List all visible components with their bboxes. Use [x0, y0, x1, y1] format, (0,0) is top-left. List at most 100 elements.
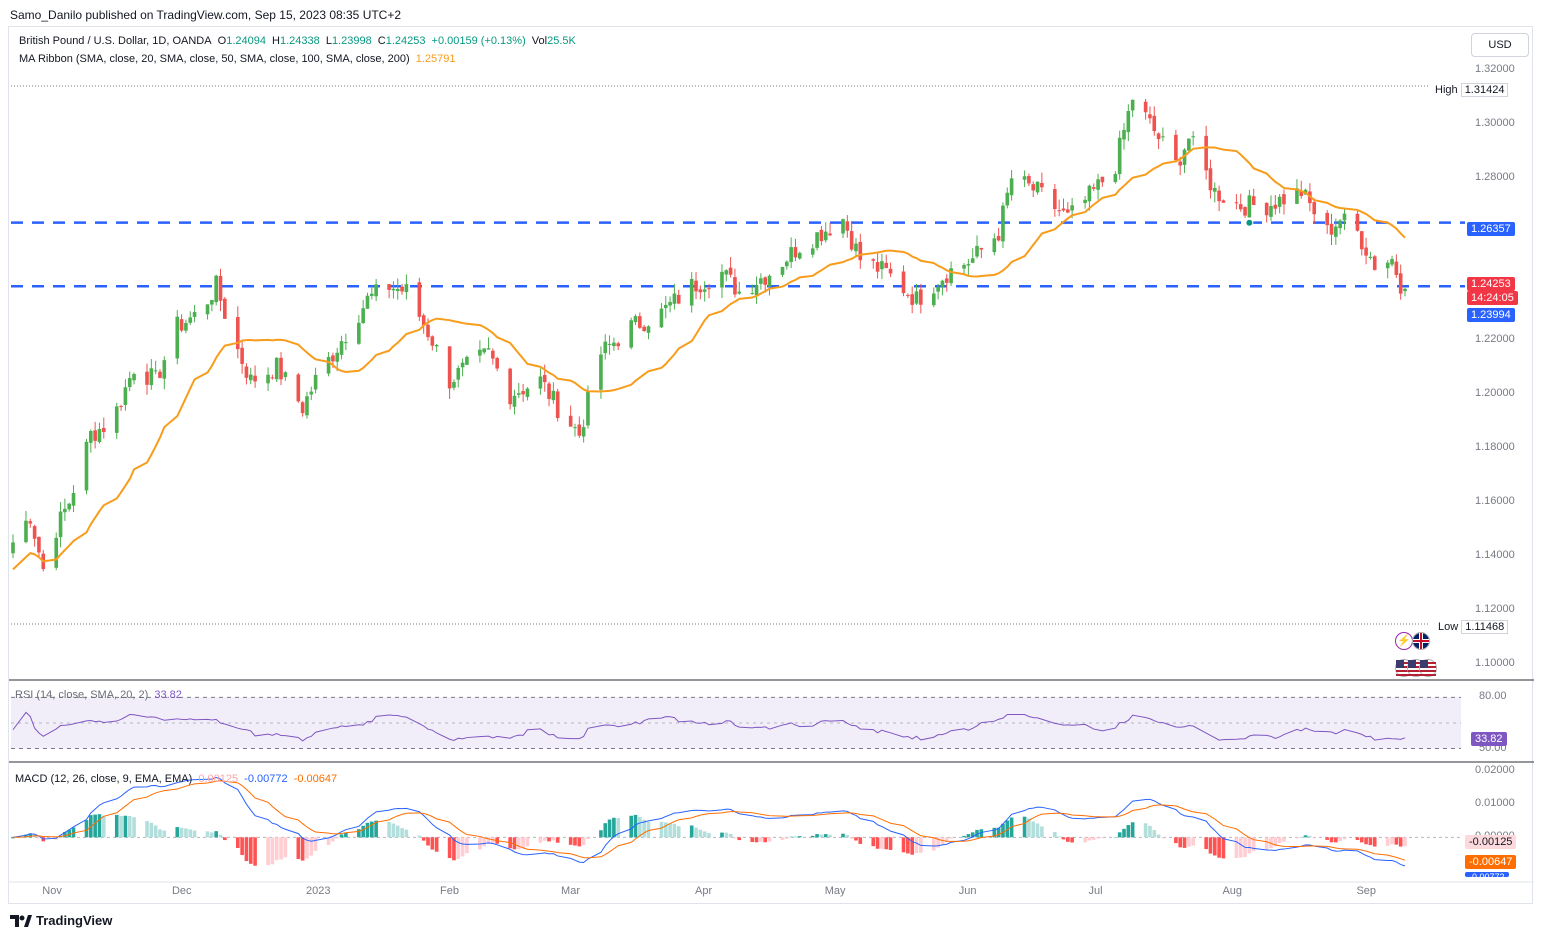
legend-close-label: C — [377, 35, 386, 47]
candle-body — [797, 252, 802, 259]
rsi-tag: 33.82 — [1471, 732, 1507, 746]
candle-body — [235, 317, 240, 350]
macd-histogram-bar — [331, 837, 335, 842]
macd-histogram-bar — [979, 829, 984, 838]
macd-histogram-bar — [724, 832, 729, 838]
macd-histogram-bar — [607, 819, 612, 838]
macd-histogram-bar — [858, 837, 863, 844]
macd-histogram-bar — [962, 835, 966, 838]
macd-histogram-bar — [728, 833, 733, 838]
macd-histogram-bar — [296, 837, 301, 860]
candle-body — [1040, 182, 1044, 188]
candle-body — [599, 354, 603, 390]
candle-body — [132, 373, 136, 381]
candle-body — [1117, 137, 1122, 175]
candle-body — [1065, 209, 1070, 213]
macd-histogram-bar — [357, 829, 361, 838]
candle-body — [525, 388, 530, 397]
candle-body — [1398, 273, 1403, 294]
candle-body — [871, 259, 876, 261]
macd-histogram-bar — [1122, 828, 1126, 838]
macd-histogram-bar — [456, 837, 461, 859]
candle-body — [391, 288, 396, 291]
currency-button[interactable]: USD — [1471, 33, 1529, 57]
macd-histogram-bar — [1394, 837, 1399, 845]
candle-body — [1035, 181, 1040, 193]
macd-histogram-bar — [793, 836, 798, 838]
chart-canvas[interactable] — [9, 27, 1534, 905]
candle-body — [1329, 223, 1334, 235]
macd-histogram-bar — [223, 837, 227, 841]
candle-body — [478, 349, 482, 356]
macd-signal-tag: -0.00647 — [1465, 855, 1517, 869]
candle-body — [223, 298, 227, 319]
us-flag-icon-3[interactable] — [1419, 659, 1437, 677]
macd-histogram-bar — [214, 831, 218, 838]
macd-histogram-bar — [1325, 837, 1329, 840]
candle-body — [1251, 196, 1256, 205]
macd-histogram-bar — [1212, 837, 1217, 856]
candle-body — [357, 322, 361, 344]
candle-body — [975, 245, 979, 257]
macd-histogram-bar — [512, 837, 517, 850]
macd-histogram-bar — [1217, 837, 1221, 858]
macd-histogram-bar — [854, 837, 858, 841]
candle-body — [646, 326, 651, 333]
macd-histogram-bar — [1009, 817, 1014, 838]
macd-histogram-bar — [789, 836, 793, 838]
macd-histogram-bar — [849, 837, 854, 839]
candle-body — [1269, 205, 1273, 217]
candle-body — [114, 406, 119, 433]
macd-histogram-bar — [1100, 837, 1105, 839]
macd-histogram-bar — [612, 817, 616, 838]
macd-histogram-bar — [759, 837, 763, 842]
macd-histogram-bar — [158, 829, 162, 838]
candle-body — [240, 347, 244, 364]
macd-tick-label: 0.01000 — [1475, 797, 1515, 809]
legend-symbol: British Pound / U.S. Dollar, 1D, OANDA — [19, 35, 212, 47]
macd-histogram-bar — [179, 827, 184, 838]
macd-histogram-bar — [1368, 837, 1373, 846]
macd-histogram-bar — [815, 834, 819, 838]
candle-body — [702, 289, 707, 292]
high-marker: High 1.31424 — [1435, 83, 1509, 97]
candle-body — [841, 219, 845, 234]
lightning-icon[interactable]: ⚡ — [1395, 632, 1413, 650]
macd-hist-value: 0.00125 — [198, 773, 239, 785]
macd-histogram-bar — [823, 834, 828, 838]
macd-histogram-bar — [797, 836, 802, 838]
candle-body — [93, 430, 97, 441]
time-tick-label: May — [824, 885, 846, 897]
candle-body — [400, 286, 404, 292]
candle-body — [754, 285, 759, 296]
macd-histogram-bar — [1031, 821, 1036, 838]
candle-body — [452, 382, 456, 388]
candle-body — [127, 378, 132, 388]
candle-body — [759, 278, 763, 284]
high-value: 1.31424 — [1460, 83, 1509, 97]
candle-body — [344, 342, 348, 344]
rsi-label: RSI (14, close, SMA, 20, 2) — [15, 689, 149, 701]
candle-body — [884, 262, 889, 268]
candle-body — [1100, 176, 1105, 183]
candle-body — [642, 326, 646, 332]
candle-body — [586, 391, 590, 426]
candle-body — [417, 282, 422, 317]
macd-line-value: -0.00772 — [244, 773, 288, 785]
macd-histogram-bar — [1178, 837, 1183, 848]
candle-body — [1243, 207, 1247, 216]
macd-histogram-bar — [1334, 837, 1338, 843]
candle-body — [279, 357, 283, 380]
macd-histogram-bar — [28, 833, 33, 838]
candle-body — [1282, 194, 1286, 205]
macd-histogram-bar — [1156, 834, 1161, 838]
uk-flag-icon[interactable] — [1412, 632, 1430, 650]
macd-histogram-bar — [750, 837, 755, 842]
candle-body — [1143, 101, 1148, 113]
macd-histogram-bar — [1295, 837, 1299, 839]
candle-body — [158, 371, 162, 378]
legend-vol: 25.5K — [547, 35, 576, 47]
macd-histogram-bar — [906, 837, 910, 854]
chart-frame[interactable]: British Pound / U.S. Dollar, 1D, OANDA O… — [8, 26, 1534, 905]
tradingview-logo[interactable]: TradingView — [10, 913, 112, 928]
